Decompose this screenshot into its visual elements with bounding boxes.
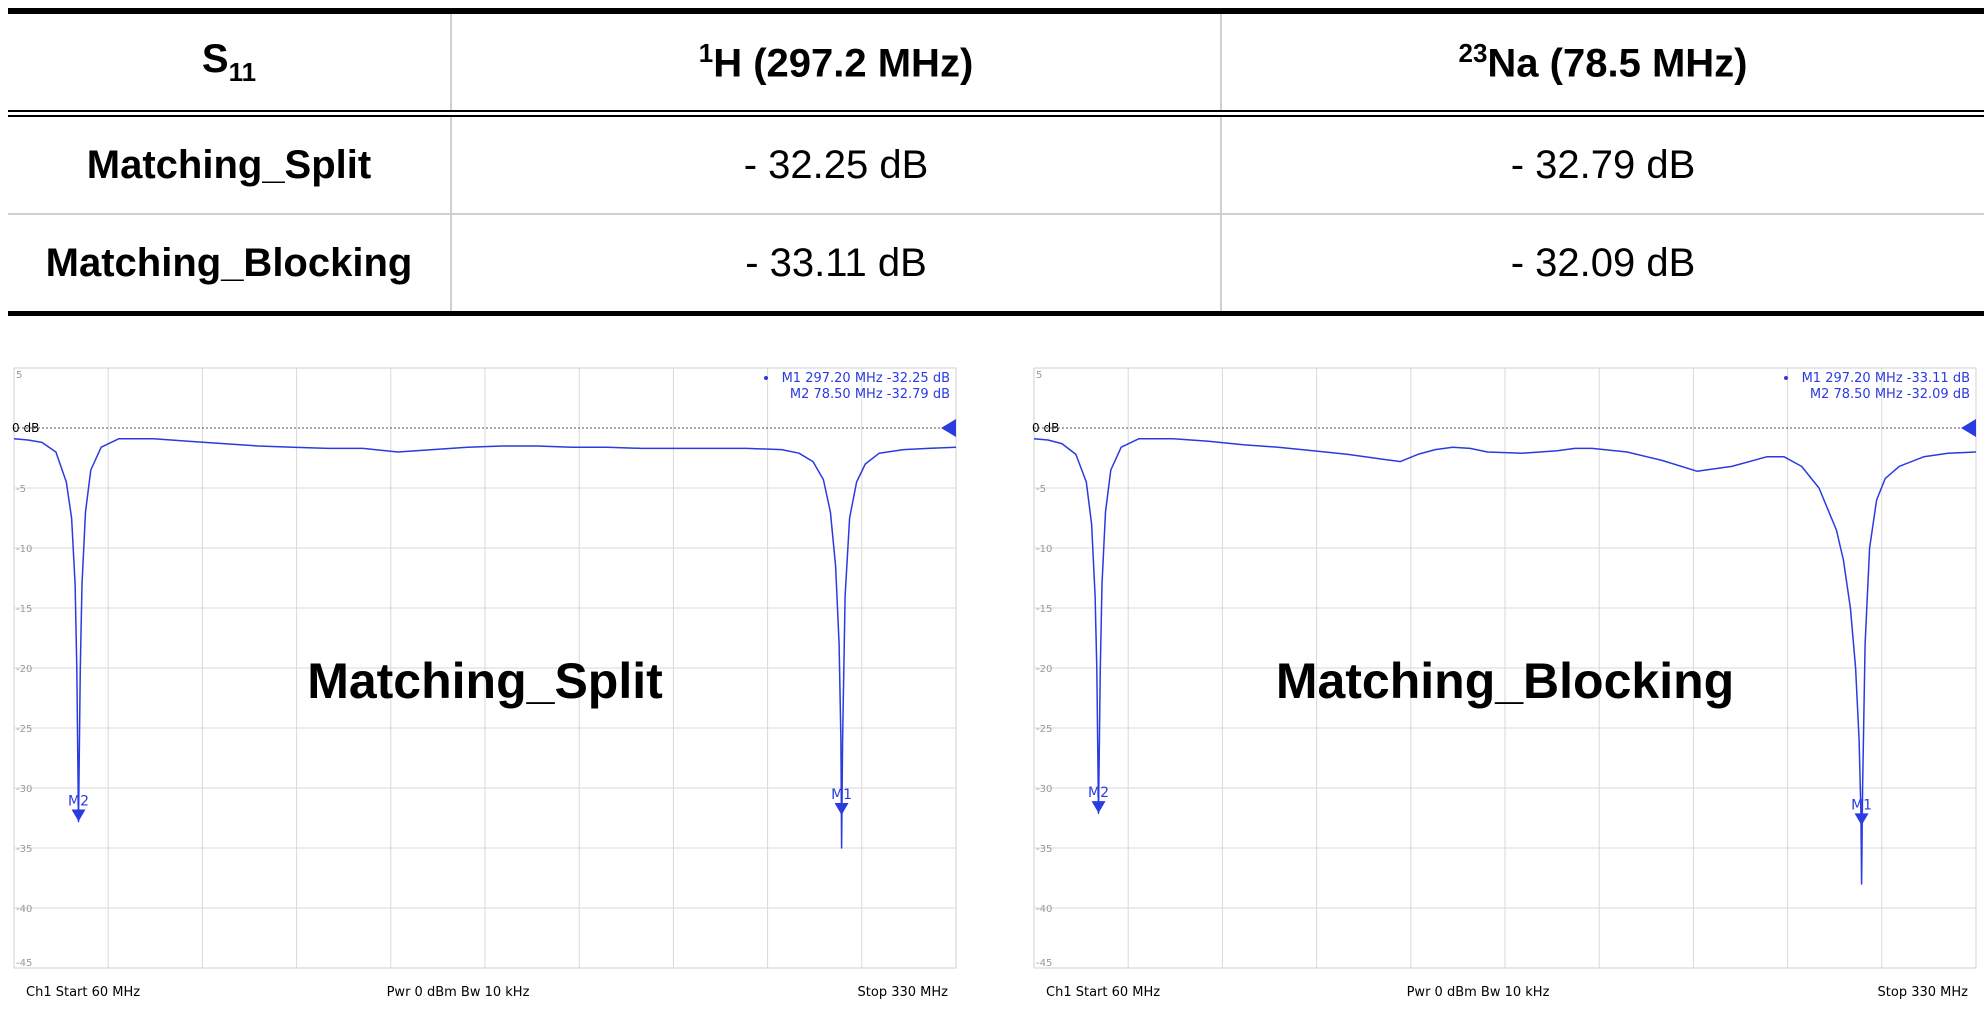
y-tick-label: -40	[16, 904, 32, 915]
marker-label: M1	[1851, 797, 1872, 813]
y-tick-label: -15	[1036, 604, 1052, 615]
header-sodium-isotope: 23	[1458, 37, 1488, 68]
marker-label: M2	[1088, 785, 1109, 801]
y-tick-label: -45	[1036, 958, 1052, 969]
proton-s11-value: - 32.25 dB	[451, 113, 1222, 215]
reference-level-label: 0 dB	[12, 421, 39, 435]
y-tick-label: -35	[16, 844, 32, 855]
vna-trace-chart-matching-split: 5 0 dB -5 -10 -15 -20 -25 -30 -35 -40 -45 M1 M2 M1 29…	[12, 367, 957, 1000]
footer-stop-frequency: Stop 330 MHz	[1878, 985, 1969, 1000]
y-tick-label: -20	[16, 664, 32, 675]
header-proton: 1H (297.2 MHz)	[451, 8, 1222, 114]
y-tick-label: -5	[1036, 484, 1046, 495]
y-tick-label: -5	[16, 484, 26, 495]
row-label: Matching_Blocking	[8, 214, 452, 316]
y-tick-label: -30	[1036, 784, 1052, 795]
y-tick-label: -45	[16, 958, 32, 969]
y-tick-label: -35	[1036, 844, 1052, 855]
marker-readout: M2 78.50 MHz -32.79 dB	[790, 387, 950, 402]
y-tick-label: -40	[1036, 904, 1052, 915]
s11-trace-line	[13, 438, 957, 849]
marker-readout: M1 297.20 MHz -32.25 dB	[782, 371, 950, 386]
marker-triangle-icon	[71, 809, 86, 822]
active-marker-dot-icon	[764, 376, 768, 380]
sodium-s11-value: - 32.09 dB	[1221, 214, 1984, 316]
active-marker-dot-icon	[1784, 376, 1788, 380]
footer-power-bandwidth: Pwr 0 dBm Bw 10 kHz	[1407, 985, 1550, 1000]
s11-results-table: S11 1H (297.2 MHz) 23Na (78.5 MHz) Match…	[8, 8, 1984, 316]
y-tick-label: -15	[16, 604, 32, 615]
chart-title: Matching_Split	[307, 653, 663, 709]
reference-level-arrow-icon	[1961, 419, 1976, 437]
y-tick-label: -10	[16, 544, 32, 555]
table-row-matching-blocking: Matching_Blocking - 33.11 dB - 32.09 dB	[8, 214, 1984, 316]
y-tick-label: -25	[1036, 724, 1052, 735]
table-header-row: S11 1H (297.2 MHz) 23Na (78.5 MHz)	[8, 8, 1984, 114]
sodium-s11-value: - 32.79 dB	[1221, 113, 1984, 215]
y-tick-label: 5	[1036, 370, 1042, 381]
marker-label: M2	[68, 793, 89, 809]
header-s11-symbol: S	[201, 36, 229, 81]
footer-start-frequency: Ch1 Start 60 MHz	[1046, 985, 1160, 1000]
footer-stop-frequency: Stop 330 MHz	[858, 985, 949, 1000]
footer-power-bandwidth: Pwr 0 dBm Bw 10 kHz	[387, 985, 530, 1000]
marker-readout: M2 78.50 MHz -32.09 dB	[1810, 387, 1970, 402]
row-label: Matching_Split	[8, 113, 452, 215]
vna-trace-chart-matching-blocking: 5 0 dB -5 -10 -15 -20 -25 -30 -35 -40 -45 M1 M2 M1 29…	[1032, 367, 1977, 1000]
header-sodium-label: Na (78.5 MHz)	[1487, 41, 1748, 86]
marker-triangle-icon	[834, 803, 849, 815]
header-proton-label: H (297.2 MHz)	[713, 41, 974, 86]
chart-title: Matching_Blocking	[1276, 653, 1734, 709]
y-tick-label: -25	[16, 724, 32, 735]
table-row-matching-split: Matching_Split - 32.25 dB - 32.79 dB	[8, 113, 1984, 215]
y-tick-label: -10	[1036, 544, 1052, 555]
proton-s11-value: - 33.11 dB	[451, 214, 1222, 316]
y-tick-label: -30	[16, 784, 32, 795]
header-s11: S11	[8, 8, 452, 114]
y-tick-label: -20	[1036, 664, 1052, 675]
header-sodium: 23Na (78.5 MHz)	[1221, 8, 1984, 114]
s11-trace-line	[1033, 438, 1977, 885]
footer-start-frequency: Ch1 Start 60 MHz	[26, 985, 140, 1000]
marker-label: M1	[831, 787, 852, 803]
header-proton-isotope: 1	[698, 37, 714, 68]
reference-level-label: 0 dB	[1032, 421, 1059, 435]
y-tick-label: 5	[16, 370, 22, 381]
s11-table-container: S11 1H (297.2 MHz) 23Na (78.5 MHz) Match…	[8, 8, 1984, 316]
marker-readout: M1 297.20 MHz -33.11 dB	[1802, 371, 1970, 386]
marker-triangle-icon	[1091, 801, 1106, 814]
reference-level-arrow-icon	[941, 419, 956, 437]
header-s11-subscript: 11	[228, 56, 257, 87]
marker-triangle-icon	[1854, 813, 1869, 826]
